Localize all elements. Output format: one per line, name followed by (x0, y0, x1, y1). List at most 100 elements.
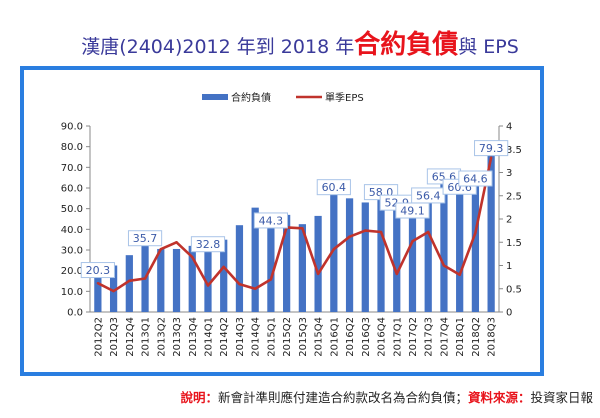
y-left-tick-label: 80.0 (61, 142, 83, 153)
y-right-tick-label: 3.5 (506, 145, 522, 156)
eps-point-2014Q1 (206, 284, 210, 287)
y-left-tick-label: 10.0 (61, 287, 83, 298)
source-text: 投資家日報 (530, 390, 593, 405)
y-left-tick-label: 40.0 (61, 225, 83, 236)
eps-point-2017Q3 (427, 230, 430, 234)
y-right-tick-label: 0 (506, 308, 512, 319)
x-axis-ticks: 2012Q2 2012Q3 2012Q4 2013Q1 2013Q2 2013Q3 2013… (93, 317, 497, 357)
x-tick-label: 2017Q2 (408, 317, 419, 357)
line-series (96, 156, 493, 293)
bar-2014Q2 (220, 239, 228, 312)
data-label-box (190, 236, 226, 253)
bar-2016Q3 (361, 202, 369, 312)
title-highlight: 合約負債 (354, 30, 459, 60)
x-tick-label: 2017Q1 (392, 317, 403, 357)
note-text: 新會計準則應付建造合約款改名為合約負債； (217, 390, 468, 405)
x-tick-label: 2014Q2 (219, 317, 230, 357)
bar-2014Q3 (235, 225, 244, 312)
bar-2014Q4 (251, 207, 259, 312)
x-tick-label: 2016Q2 (345, 317, 356, 357)
chart-axes: 0.0 10.0 20.0 30.0 40.0 50.0 60.0 70.0 80.0 90.0 0… (61, 122, 522, 319)
y-right-tick-label: 0.5 (506, 284, 522, 295)
data-label-2016Q1: 60.4 (322, 181, 347, 194)
eps-point-2013Q1 (143, 277, 147, 280)
x-tick-label: 2015Q1 (266, 317, 277, 357)
y-right-tick-label: 1.5 (506, 238, 522, 249)
data-label-2015Q1: 44.3 (259, 214, 284, 227)
data-labels: 20.335.732.844.360.458.052.949.156.465.6… (80, 140, 509, 279)
bar-2012Q4 (125, 255, 133, 312)
data-label-2018Q2: 64.6 (463, 172, 488, 185)
x-tick-label: 2012Q2 (93, 317, 104, 357)
eps-point-2014Q2 (222, 265, 225, 269)
eps-point-2013Q3 (175, 241, 178, 244)
eps-point-2014Q4 (253, 287, 257, 290)
eps-point-2018Q3 (489, 156, 493, 159)
bar-2017Q1 (393, 202, 401, 312)
eps-point-2017Q4 (442, 264, 446, 267)
y-right-tick-label: 2.5 (506, 191, 522, 202)
y-left-tick-label: 90.0 (61, 122, 83, 133)
data-label-box (474, 140, 509, 157)
eps-point-2016Q2 (348, 235, 351, 238)
data-label-box (411, 187, 446, 204)
x-tick-label: 2015Q4 (314, 317, 325, 357)
combo-chart: 合約負債 單季EPS 0.0 10.0 20.0 30.0 40.0 50.0 60.0 70… (61, 91, 522, 357)
bar-2013Q3 (172, 248, 181, 312)
legend-swatch-bar (202, 94, 228, 100)
x-tick-label: 2018Q1 (455, 317, 466, 357)
eps-point-2015Q1 (269, 278, 273, 281)
x-tick-label: 2016Q3 (361, 317, 372, 357)
data-label-2017Q3: 56.4 (416, 189, 441, 202)
data-label-box (316, 179, 351, 196)
eps-point-2017Q1 (395, 272, 398, 276)
bar-2013Q4 (188, 245, 196, 312)
y-right-tick-label: 1 (506, 261, 512, 272)
y-left-tick-label: 50.0 (61, 204, 83, 215)
bar-2015Q3 (298, 224, 306, 312)
bar-2013Q1 (141, 238, 149, 312)
x-tick-label: 2015Q2 (282, 317, 293, 357)
x-tick-label: 2014Q3 (235, 317, 246, 357)
eps-point-2017Q2 (411, 240, 414, 243)
eps-point-2013Q4 (191, 255, 194, 259)
x-tick-label: 2012Q3 (109, 317, 120, 357)
bar-2018Q2 (471, 178, 480, 312)
x-tick-label: 2018Q3 (487, 317, 498, 357)
data-label-2017Q2: 49.1 (400, 205, 425, 218)
bar-2015Q2 (283, 214, 291, 312)
y-right-tick-label: 2 (506, 215, 512, 226)
x-tick-label: 2013Q3 (172, 317, 183, 357)
eps-point-2014Q3 (238, 282, 241, 286)
eps-point-2018Q1 (458, 273, 461, 276)
bar-2012Q2 (94, 270, 102, 312)
bar-2014Q1 (204, 244, 212, 312)
bar-2016Q4 (377, 192, 385, 312)
data-label-2013Q1: 35.7 (133, 232, 158, 245)
data-label-box (253, 212, 289, 229)
data-label-box (458, 170, 493, 187)
data-label-2018Q3: 79.3 (479, 142, 504, 155)
bar-2018Q1 (456, 186, 464, 312)
legend-label-line: 單季EPS (325, 92, 364, 104)
eps-point-2015Q4 (316, 272, 320, 276)
x-tick-label: 2013Q2 (156, 317, 167, 357)
y-right-tick-label: 4 (506, 122, 512, 133)
note-key: 說明： (180, 390, 218, 405)
eps-point-2012Q4 (128, 279, 131, 283)
bar-2017Q2 (408, 210, 417, 312)
y-right-tick-label: 3 (506, 168, 512, 179)
x-tick-label: 2013Q1 (141, 317, 152, 357)
y-left-tick-label: 30.0 (61, 246, 83, 257)
x-tick-label: 2014Q1 (203, 317, 214, 357)
x-tick-label: 2012Q4 (125, 317, 136, 357)
y-left-tick-label: 0.0 (67, 308, 83, 319)
eps-line (97, 157, 493, 293)
x-tick-label: 2013Q4 (188, 317, 199, 357)
eps-point-2016Q1 (332, 248, 336, 251)
x-tick-label: 2017Q3 (424, 317, 435, 357)
x-tick-label: 2014Q4 (251, 317, 262, 357)
bar-2012Q3 (109, 265, 118, 312)
x-tick-label: 2016Q1 (329, 317, 340, 357)
chart-legend: 合約負債 單季EPS (202, 91, 364, 104)
